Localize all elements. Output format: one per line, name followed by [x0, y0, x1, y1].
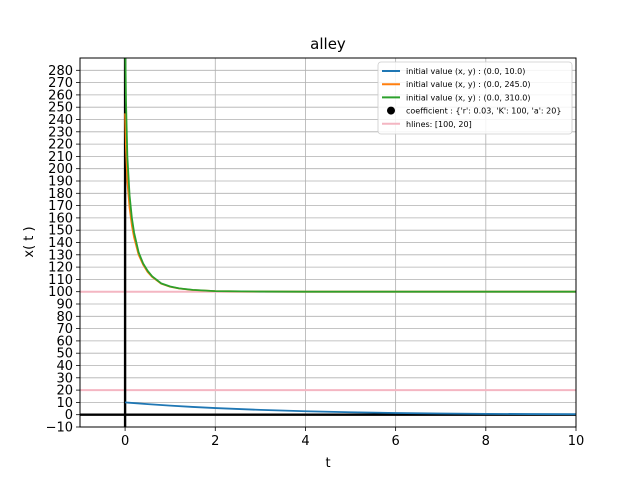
y-tick-label: 210 [48, 150, 73, 165]
y-tick-label: 230 [48, 125, 73, 140]
y-tick-label: 270 [48, 76, 73, 91]
y-tick-label: 260 [48, 88, 73, 103]
legend: initial value (x, y) : (0.0, 10.0) initia… [377, 61, 573, 135]
y-tick-label: 30 [56, 371, 73, 386]
y-tick-label: 150 [48, 224, 73, 239]
y-tick-label: 130 [48, 248, 73, 263]
legend-entry: hlines: [100, 20] [406, 120, 472, 129]
legend-entry: coefficient : {'r': 0.03, 'K': 100, 'a':… [406, 107, 561, 116]
series-line-3 [124, 58, 576, 293]
y-tick-label: 240 [48, 113, 73, 128]
ticks: 0 2 4 6 8 10−10010203040506070809010011012013… [46, 64, 585, 449]
y-axis-label: x( t ) [22, 226, 37, 257]
chart-title: alley [310, 35, 346, 53]
x-tick-label: 2 [211, 434, 219, 449]
y-tick-label: 120 [48, 261, 73, 276]
y-tick-label: 220 [48, 138, 73, 153]
y-tick-label: 250 [48, 101, 73, 116]
y-tick-label: 280 [48, 64, 73, 79]
legend-entry: initial value (x, y) : (0.0, 310.0) [406, 93, 530, 102]
y-tick-label: 110 [48, 273, 73, 288]
x-tick-label: 6 [391, 434, 399, 449]
y-tick-label: 190 [48, 175, 73, 190]
series-line-1 [125, 401, 576, 416]
y-tick-label: 90 [56, 298, 73, 313]
x-tick-label: 8 [482, 434, 490, 449]
x-axis-label: t [325, 456, 330, 471]
series-lines [124, 58, 576, 416]
y-tick-label: 10 [56, 396, 73, 411]
y-tick-label: 70 [56, 322, 73, 337]
y-tick-label: 20 [56, 384, 73, 399]
y-tick-label: 140 [48, 236, 73, 251]
y-tick-label: 160 [48, 211, 73, 226]
y-tick-label: 100 [48, 285, 73, 300]
y-tick-label: −10 [46, 421, 73, 436]
legend-entry: initial value (x, y) : (0.0, 245.0) [406, 80, 530, 89]
legend-box [377, 61, 573, 135]
y-tick-label: 180 [48, 187, 73, 202]
legend-entry: initial value (x, y) : (0.0, 10.0) [406, 67, 525, 76]
x-tick-label: 10 [568, 434, 585, 449]
legend-marker [387, 106, 395, 115]
x-tick-label: 4 [301, 434, 309, 449]
y-tick-label: 170 [48, 199, 73, 214]
y-tick-label: 80 [56, 310, 73, 325]
y-tick-label: 200 [48, 162, 73, 177]
y-tick-label: 50 [56, 347, 73, 362]
y-tick-label: 40 [56, 359, 73, 374]
x-tick-label: 0 [121, 434, 129, 449]
y-tick-label: 60 [56, 334, 73, 349]
y-tick-label: 0 [65, 408, 73, 423]
